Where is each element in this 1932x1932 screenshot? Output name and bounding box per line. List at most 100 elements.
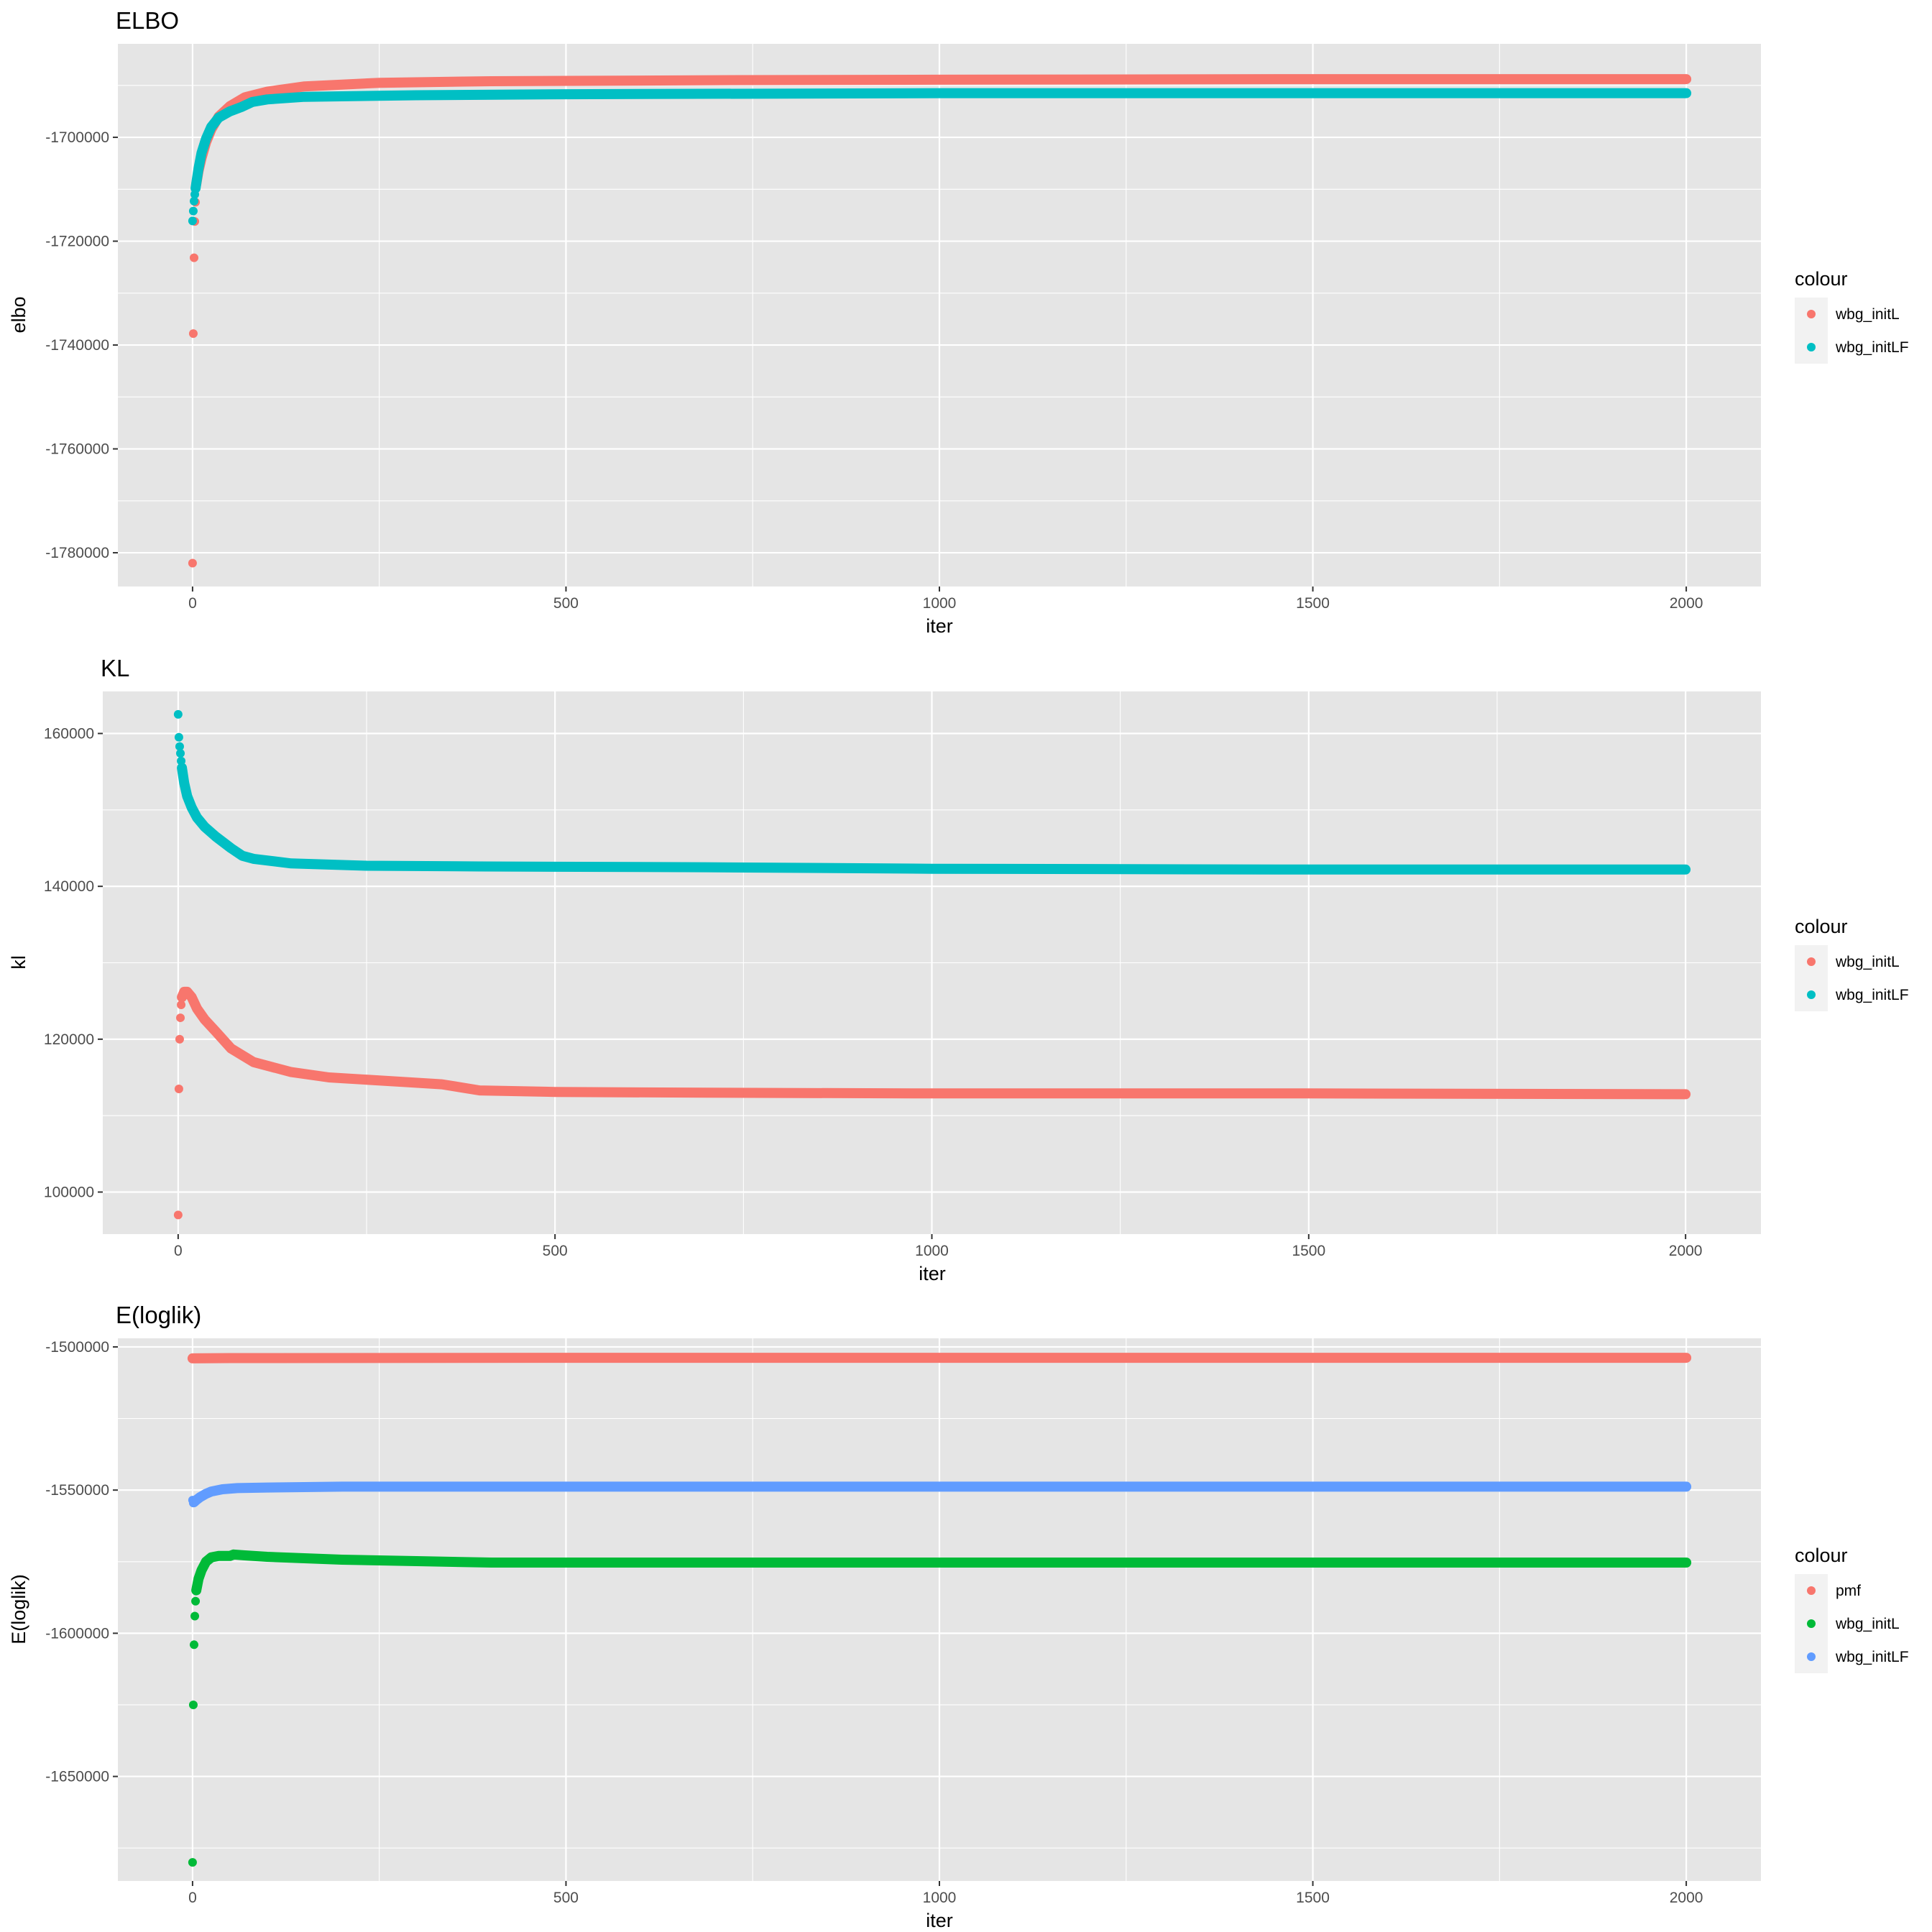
data-point <box>188 1353 197 1363</box>
data-point <box>174 1084 183 1093</box>
series-wbg_initLF <box>188 1481 1692 1508</box>
series-line <box>191 1549 1692 1596</box>
legend-item: wbg_initL <box>1795 945 1900 978</box>
y-axis-title: kl <box>8 955 29 970</box>
chart-title: E(loglik) <box>116 1302 201 1328</box>
data-point <box>177 756 186 765</box>
elbo-panel: 0 500 1000 1500 2000 -1780000 -1760000 -174000… <box>8 7 1909 637</box>
legend-keys: wbg_initL wbg_initLF <box>1795 945 1909 1011</box>
legend-swatch <box>1807 1619 1816 1628</box>
x-tick-label: 1000 <box>915 1243 949 1259</box>
series-pmf <box>187 1353 1692 1363</box>
x-tick-label: 2000 <box>1670 595 1703 612</box>
y-tick-label: 140000 <box>44 878 94 895</box>
data-point <box>192 1586 201 1595</box>
data-point <box>188 1858 197 1867</box>
legend-swatch <box>1807 990 1816 999</box>
series-wbg_initL <box>173 986 1691 1220</box>
legend-label: wbg_initL <box>1835 954 1900 970</box>
data-point <box>190 1611 200 1621</box>
x-tick-label: 1000 <box>923 1890 957 1906</box>
x-tick-label: 0 <box>174 1243 183 1259</box>
legend-item: wbg_initLF <box>1795 978 1909 1011</box>
legend-title: colour <box>1795 268 1848 290</box>
x-tick-label: 0 <box>188 595 197 612</box>
legend-label: wbg_initLF <box>1835 1649 1909 1665</box>
data-point <box>189 253 198 262</box>
x-tick-label: 0 <box>188 1890 197 1906</box>
y-tick-label: 120000 <box>44 1031 94 1048</box>
legend-swatch <box>1807 957 1816 966</box>
y-tick-label: -1700000 <box>45 129 109 146</box>
x-axis-title: iter <box>926 615 953 637</box>
x-axis-title: iter <box>919 1263 946 1284</box>
x-tick-label: 1000 <box>923 595 957 612</box>
series-line <box>189 1481 1692 1507</box>
data-point <box>189 1497 198 1506</box>
data-marks <box>187 1353 1692 1867</box>
series-wbg_initLF <box>173 709 1691 875</box>
series-line <box>177 763 1691 875</box>
legend-swatch <box>1807 310 1816 318</box>
legend-label: wbg_initLF <box>1835 339 1909 356</box>
data-point <box>188 1700 198 1709</box>
eloglik-panel: 0 500 1000 1500 2000 -1650000 -1600000 -155000… <box>8 1302 1909 1931</box>
x-tick-label: 500 <box>553 1890 579 1906</box>
chart-title: ELBO <box>116 7 179 34</box>
x-tick-label: 500 <box>553 595 579 612</box>
legend-swatch <box>1807 1586 1816 1595</box>
legend-item: pmf <box>1795 1574 1861 1607</box>
legend-title: colour <box>1795 1545 1848 1566</box>
x-tick-label: 1500 <box>1296 1890 1330 1906</box>
data-point <box>173 709 183 719</box>
y-tick-label: -1550000 <box>45 1482 109 1499</box>
y-axis-ticks: 100000 120000 140000 160000 <box>44 725 103 1201</box>
x-axis-ticks: 0 500 1000 1500 2000 <box>174 1234 1702 1259</box>
y-axis-ticks: -1650000 -1600000 -1550000 -1500000 <box>45 1339 118 1785</box>
x-tick-label: 1500 <box>1296 595 1330 612</box>
data-point <box>174 732 183 742</box>
legend-item: wbg_initL <box>1795 1607 1900 1640</box>
x-axis-title: iter <box>926 1910 953 1931</box>
x-tick-label: 1500 <box>1292 1243 1325 1259</box>
series-wbg_initL <box>188 1549 1692 1867</box>
x-tick-label: 2000 <box>1669 1243 1703 1259</box>
data-point <box>176 1013 185 1023</box>
y-tick-label: -1720000 <box>45 234 109 250</box>
legend-item: wbg_initL <box>1795 298 1900 331</box>
legend: colour pmf wbg_initL wbg_initLF <box>1795 1545 1909 1673</box>
series-line <box>190 88 1692 193</box>
series-wbg_initLF <box>188 88 1692 226</box>
x-tick-label: 500 <box>543 1243 568 1259</box>
legend-item: wbg_initLF <box>1795 331 1909 364</box>
legend-label: wbg_initL <box>1835 1616 1900 1632</box>
chart-title: KL <box>101 655 129 681</box>
data-point <box>176 749 185 758</box>
y-axis-ticks: -1780000 -1760000 -1740000 -1720000 -1700000 <box>45 129 118 561</box>
data-point <box>175 1034 184 1044</box>
data-point <box>188 206 198 216</box>
x-axis-ticks: 0 500 1000 1500 2000 <box>188 1881 1703 1906</box>
data-point <box>188 329 198 339</box>
x-tick-label: 2000 <box>1670 1890 1703 1906</box>
y-axis-title: elbo <box>8 296 29 333</box>
series-line <box>177 986 1691 1100</box>
legend-swatch <box>1807 343 1816 351</box>
kl-panel: 0 500 1000 1500 2000 100000 120000 140000 16000… <box>8 655 1909 1284</box>
legend-title: colour <box>1795 916 1848 937</box>
y-tick-label: 100000 <box>44 1184 94 1201</box>
data-point <box>173 1210 183 1220</box>
y-tick-label: -1780000 <box>45 545 109 561</box>
data-point <box>191 183 201 193</box>
data-point <box>188 216 197 226</box>
legend-label: pmf <box>1836 1583 1861 1599</box>
x-axis-ticks: 0 500 1000 1500 2000 <box>188 586 1703 612</box>
gridlines <box>118 44 1761 586</box>
legend-keys: wbg_initL wbg_initLF <box>1795 298 1909 364</box>
legend-label: wbg_initLF <box>1835 987 1909 1003</box>
y-axis-title: E(loglik) <box>8 1574 29 1644</box>
data-point <box>188 558 197 568</box>
y-tick-label: -1650000 <box>45 1769 109 1785</box>
data-point <box>191 1596 201 1606</box>
y-tick-label: -1760000 <box>45 441 109 458</box>
